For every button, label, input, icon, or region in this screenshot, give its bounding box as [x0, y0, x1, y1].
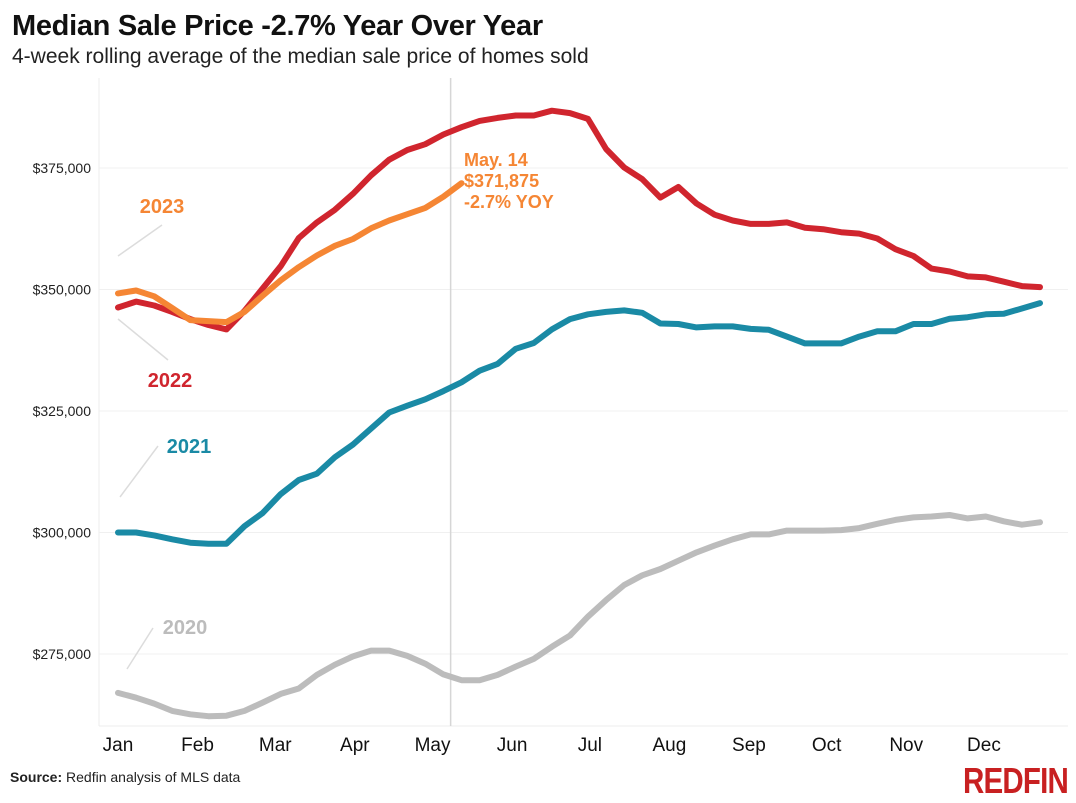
- series-line-2023: [115, 180, 465, 326]
- annotation: May. 14$371,875-2.7% YOY: [464, 150, 554, 212]
- series-lines: [115, 107, 1043, 720]
- series-line-2020: [115, 512, 1043, 720]
- chart-title: Median Sale Price -2.7% Year Over Year: [12, 10, 543, 42]
- chart-subtitle: 4-week rolling average of the median sal…: [12, 45, 589, 68]
- x-tick-label: Nov: [889, 735, 923, 756]
- x-tick-label: Oct: [812, 735, 842, 756]
- x-tick-label: Aug: [652, 735, 686, 756]
- x-tick-label: Feb: [181, 735, 214, 756]
- x-tick-label: Jun: [497, 735, 528, 756]
- x-axis: Jan Feb Mar Apr May Jun Jul Aug Sep Oct Nov Dec: [103, 735, 1001, 756]
- series-label-2020: 2020: [163, 617, 208, 639]
- y-tick-label: $275,000: [33, 646, 92, 662]
- y-axis: $275,000 $300,000 $325,000 $350,000 $375,000: [33, 160, 92, 662]
- y-tick-label: $300,000: [33, 525, 92, 541]
- x-tick-label: Sep: [732, 735, 766, 756]
- leader-line-2023: [117, 224, 163, 257]
- x-tick-label: May: [415, 735, 451, 756]
- annotation-value: $371,875: [464, 171, 539, 191]
- leader-line-2021: [119, 445, 159, 498]
- y-tick-label: $325,000: [33, 403, 92, 419]
- series-label-2021: 2021: [167, 436, 212, 458]
- source-text: Redfin analysis of MLS data: [62, 769, 241, 785]
- redfin-logo: REDFIN: [963, 760, 1069, 801]
- annotation-change: -2.7% YOY: [464, 192, 554, 212]
- leader-line-2022: [117, 318, 169, 361]
- series-labels: 2020 2021 2022 2023: [117, 196, 212, 670]
- annotation-date: May. 14: [464, 150, 528, 170]
- x-tick-label: Mar: [259, 735, 292, 756]
- series-line-2021: [115, 300, 1043, 547]
- series-line-2022: [115, 107, 1043, 333]
- series-label-2023: 2023: [140, 196, 185, 218]
- gridlines: [98, 78, 1068, 727]
- leader-line-2020: [126, 627, 154, 670]
- x-tick-label: Jan: [103, 735, 134, 756]
- source-note: Source: Redfin analysis of MLS data: [10, 769, 240, 785]
- x-tick-label: Jul: [578, 735, 602, 756]
- source-label: Source:: [10, 769, 63, 785]
- x-tick-label: Dec: [967, 735, 1001, 756]
- x-tick-label: Apr: [340, 735, 370, 756]
- y-tick-label: $375,000: [33, 160, 92, 176]
- series-label-2022: 2022: [148, 370, 193, 392]
- y-tick-label: $350,000: [33, 282, 92, 298]
